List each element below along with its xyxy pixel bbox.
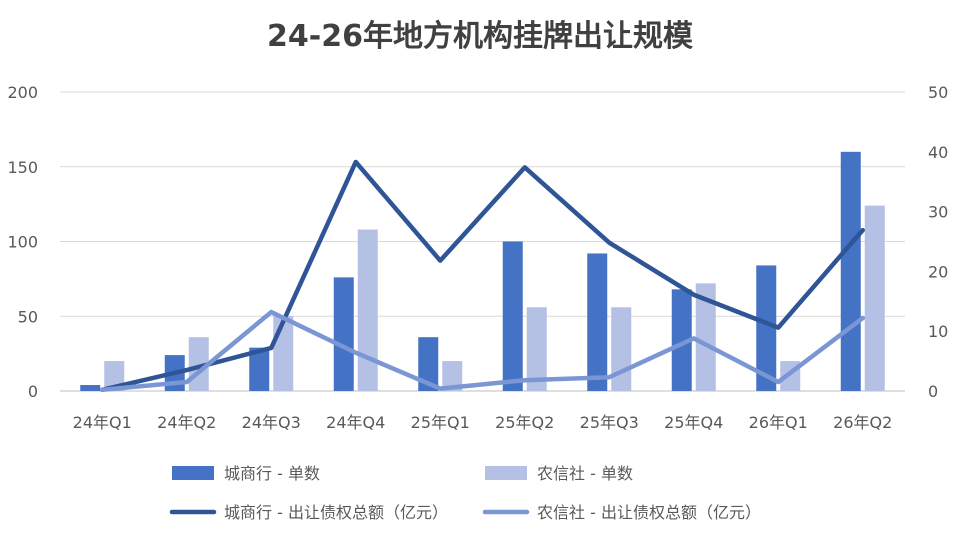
bar (80, 385, 101, 391)
bar (273, 316, 294, 391)
legend-swatch (172, 466, 214, 480)
legend-label: 农信社 - 单数 (537, 464, 633, 483)
bar (587, 253, 608, 391)
left-axis: 0 50 100 150 200 (7, 83, 38, 401)
x-axis: 24年Q1 24年Q2 24年Q3 24年Q4 25年Q1 25年Q2 25年Q3 25年Q4… (73, 413, 893, 432)
lines (100, 159, 865, 393)
left-tick-label: 0 (28, 382, 38, 401)
bar (671, 289, 692, 391)
left-tick-label: 100 (7, 233, 38, 252)
x-tick-label: 24年Q2 (157, 413, 216, 432)
x-tick-label: 24年Q4 (326, 413, 385, 432)
right-tick-label: 40 (928, 143, 948, 162)
legend-label: 农信社 - 出让债权总额（亿元） (537, 503, 761, 522)
bar (756, 265, 777, 391)
right-tick-label: 0 (928, 382, 938, 401)
right-tick-label: 30 (928, 203, 948, 222)
bar (333, 277, 354, 391)
chart-title: 24-26年地方机构挂牌出让规模 (267, 19, 693, 54)
x-tick-label: 24年Q1 (73, 413, 132, 432)
bar (357, 229, 378, 391)
bar (611, 307, 632, 391)
x-tick-label: 24年Q3 (242, 413, 301, 432)
x-tick-label: 25年Q1 (411, 413, 470, 432)
bar (695, 283, 716, 391)
bar (526, 307, 547, 391)
legend-swatch (485, 466, 527, 480)
left-tick-label: 50 (18, 307, 38, 326)
right-tick-label: 20 (928, 262, 948, 281)
bar (840, 151, 861, 391)
series-line (100, 159, 865, 393)
bar (864, 205, 885, 391)
gridlines (60, 91, 905, 392)
bar (442, 361, 463, 391)
x-tick-label: 25年Q2 (495, 413, 554, 432)
bar (502, 241, 523, 391)
left-tick-label: 200 (7, 83, 38, 102)
x-tick-label: 25年Q4 (664, 413, 723, 432)
legend-label: 城商行 - 单数 (224, 464, 320, 483)
legend-label: 城商行 - 出让债权总额（亿元） (224, 503, 448, 522)
bars (80, 151, 885, 391)
x-tick-label: 26年Q2 (833, 413, 892, 432)
right-tick-label: 10 (928, 322, 948, 341)
bar (418, 337, 439, 391)
left-tick-label: 150 (7, 158, 38, 177)
series-line (100, 309, 865, 393)
right-axis: 0 10 20 30 40 50 (928, 83, 948, 401)
right-tick-label: 50 (928, 83, 948, 102)
x-tick-label: 26年Q1 (749, 413, 808, 432)
bar (249, 347, 270, 391)
x-tick-label: 25年Q3 (580, 413, 639, 432)
